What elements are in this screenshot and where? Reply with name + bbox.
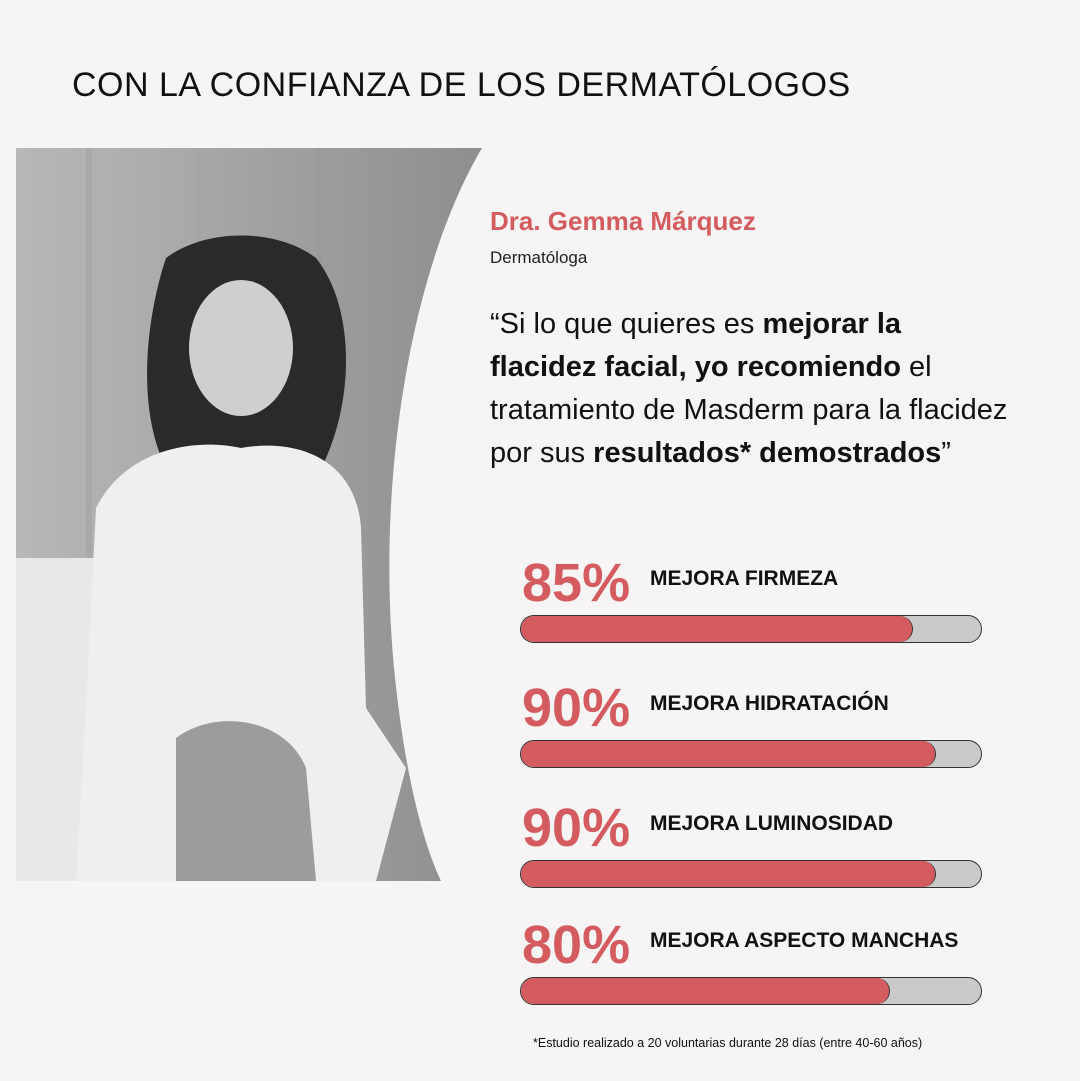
quote-part: ” (941, 437, 951, 469)
progress-fill (521, 616, 913, 642)
stat-percent: 90% (522, 798, 631, 858)
footnote: *Estudio realizado a 20 voluntarias dura… (533, 1036, 923, 1050)
stat-percent: 80% (522, 915, 631, 975)
progress-bar (520, 740, 982, 768)
progress-fill (521, 978, 890, 1004)
stat-label: MEJORA HIDRATACIÓN (650, 692, 889, 715)
progress-fill (521, 861, 936, 887)
stat-percent: 85% (522, 553, 631, 613)
quote-part-bold: resultados* demostrados (593, 437, 942, 469)
progress-fill (521, 741, 936, 767)
quote-part: “Si lo que quieres es (490, 308, 763, 340)
doctor-name: Dra. Gemma Márquez (490, 206, 756, 236)
stat-label: MEJORA ASPECTO MANCHAS (650, 929, 959, 952)
doctor-role: Dermatóloga (490, 248, 588, 267)
quote-part-bold: mejorar la flacidez facial, yo recomiend… (490, 308, 902, 383)
stat-percent: 90% (522, 678, 631, 738)
stat-label: MEJORA LUMINOSIDAD (650, 812, 894, 835)
quote-part: el tratamiento de Masderm para la flacid… (490, 351, 1008, 469)
progress-bar (520, 615, 982, 643)
stat-label: MEJORA FIRMEZA (650, 567, 839, 590)
progress-bar (520, 860, 982, 888)
progress-bar (520, 977, 982, 1005)
page-title: CON LA CONFIANZA DE LOS DERMATÓLOGOS (72, 66, 851, 104)
doctor-photo (16, 148, 482, 881)
testimonial-quote: “Si lo que quieres es mejorar la flacide… (490, 303, 1010, 475)
